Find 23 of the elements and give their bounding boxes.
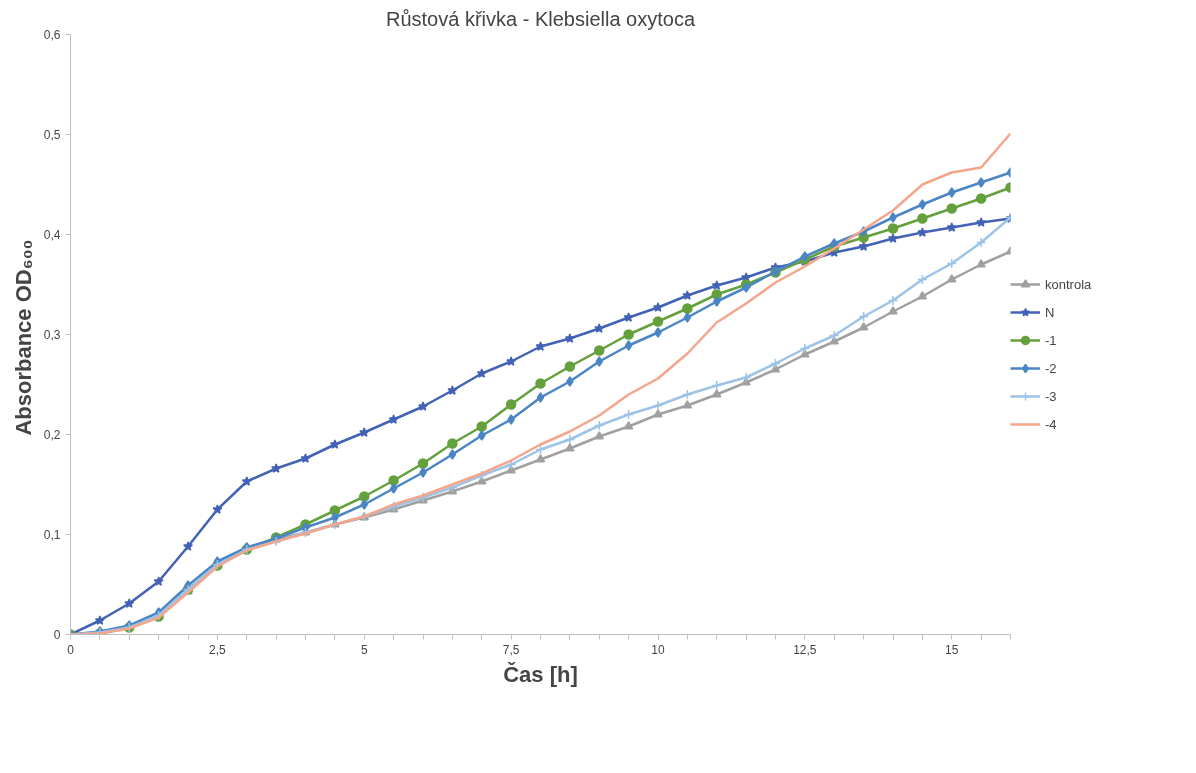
- x-tick-label: 12,5: [793, 642, 817, 657]
- legend-label: -1: [1045, 332, 1058, 348]
- y-tick-label: 0,2: [43, 428, 61, 442]
- y-tick-label: 0: [53, 628, 61, 642]
- y-tick-label: 0,6: [43, 28, 61, 42]
- x-tick-label: 0: [67, 642, 75, 657]
- x-tick-label: 2,5: [209, 642, 227, 657]
- x-tick-label: 10: [651, 642, 665, 657]
- legend-label: -4: [1045, 416, 1058, 432]
- x-tick-label: 15: [945, 642, 959, 657]
- x-axis-title: Čas [h]: [503, 661, 578, 687]
- legend-label: kontrola: [1045, 276, 1092, 292]
- y-tick-label: 0,5: [43, 128, 61, 142]
- chart-title: Růstová křivka - Klebsiella oxytoca: [385, 7, 696, 30]
- legend-label: -2: [1045, 360, 1058, 376]
- legend-label: -3: [1045, 388, 1058, 404]
- legend-label: N: [1045, 304, 1056, 320]
- y-axis-title: Absorbance OD₆₀₀: [10, 239, 36, 436]
- y-tick-label: 0,3: [43, 328, 61, 342]
- x-tick-label: 7,5: [502, 642, 520, 657]
- x-tick-label: 5: [360, 642, 368, 657]
- y-tick-label: 0,4: [43, 228, 61, 242]
- y-tick-label: 0,1: [43, 528, 61, 542]
